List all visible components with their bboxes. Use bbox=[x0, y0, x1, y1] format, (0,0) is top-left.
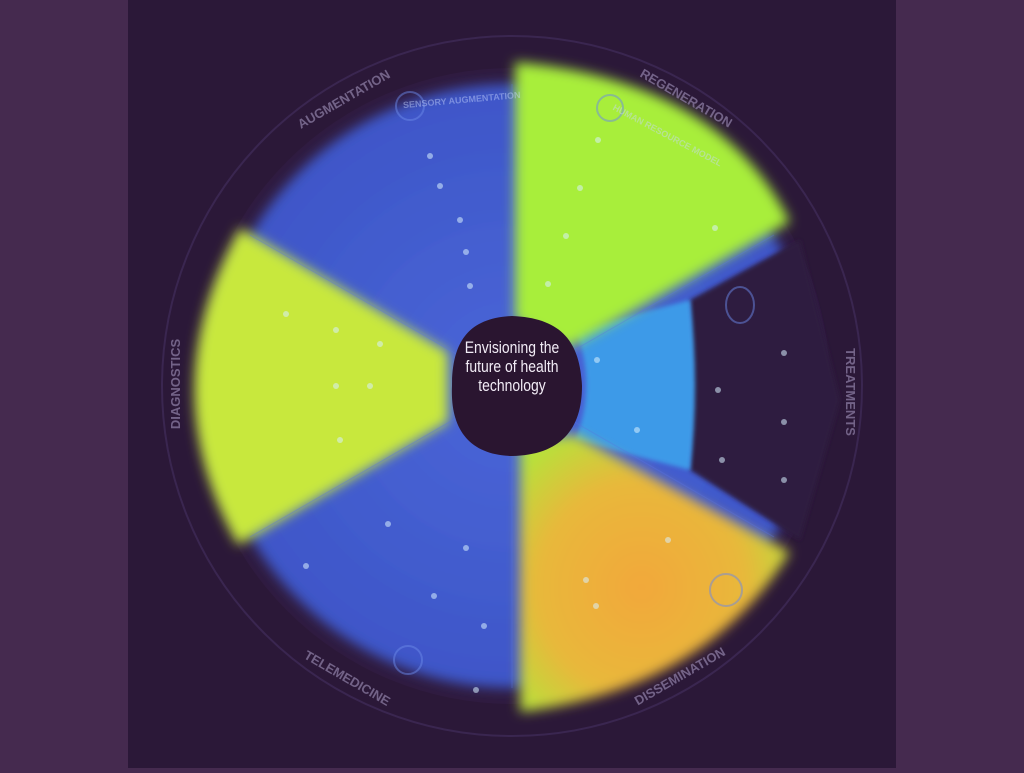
outer-ring bbox=[161, 35, 863, 737]
light-blue-sector bbox=[575, 300, 695, 470]
balloon-icon bbox=[725, 286, 755, 324]
scissors-icon bbox=[709, 573, 743, 607]
sector-diagnostics bbox=[194, 228, 448, 545]
ring-label-diagnostics: DIAGNOSTICS bbox=[168, 339, 183, 430]
center-hub bbox=[451, 316, 582, 456]
ring-label-treatments: TREATMENTS bbox=[843, 348, 858, 436]
node-dots bbox=[283, 137, 787, 693]
sector-regeneration bbox=[515, 62, 790, 348]
stethoscope-icon bbox=[596, 94, 624, 122]
wifi-icon bbox=[393, 645, 423, 675]
eye-icon bbox=[395, 91, 425, 121]
sector-dissemination bbox=[520, 435, 790, 712]
